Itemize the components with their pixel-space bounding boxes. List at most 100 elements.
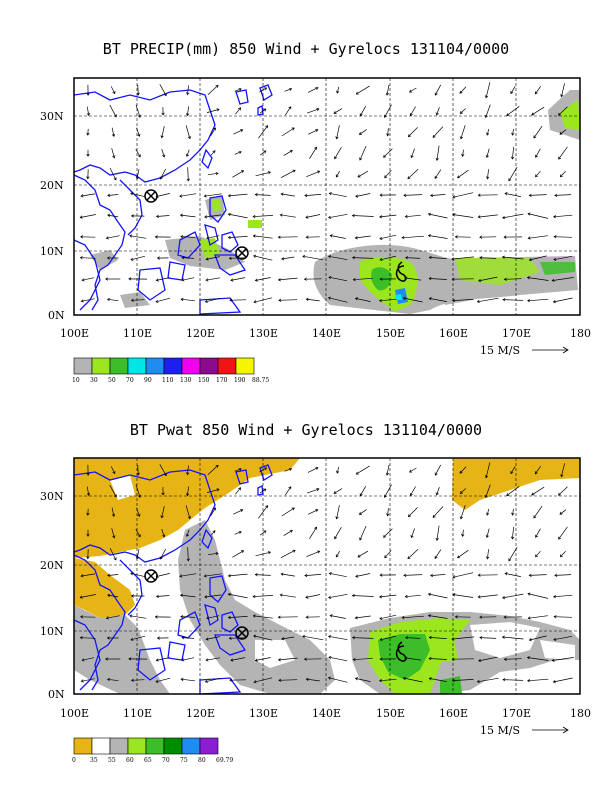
wind-arrow [403,677,423,683]
wind-arrowhead [291,127,295,131]
wind-arrow [411,528,415,538]
wind-arrowhead [163,473,167,477]
wind-arrowhead [327,676,332,680]
wind-arrowhead [302,634,306,639]
wind-arrowhead [327,296,332,300]
wind-arrow [259,150,267,156]
wind-arrowhead [238,487,242,491]
wind-arrow [335,550,341,558]
lon-label: 120E [186,327,215,340]
wind-arrow [181,678,195,682]
wind-arrowhead [379,657,383,661]
wind-arrow [233,509,243,515]
wind-arrow [535,528,541,538]
wind-arrow [429,678,447,682]
wind-arrowhead [129,614,133,618]
wind-arrowhead [155,299,159,303]
wind-arrow [328,213,348,219]
wind-arrowhead [527,592,531,596]
wind-arrowhead [289,467,293,471]
wind-arrow [234,468,242,472]
wind-arrowhead [215,464,219,468]
wind-arrow [110,466,116,474]
colorbar-swatch [199,737,219,755]
lat-label: 10N [40,245,64,258]
wind-arrowhead [327,635,332,639]
wind-arrowhead [305,297,309,301]
wind-arrowhead [527,212,531,216]
wind-arrow [307,467,319,473]
wind-arrow [233,129,243,135]
wind-arrow [309,527,317,539]
wind-arrow [477,677,499,683]
wind-arrow [111,127,115,137]
wind-arrowhead [238,530,242,534]
wind-arrow [552,657,574,661]
wind-arrow [280,214,296,218]
wind-arrowhead [278,678,282,682]
colorbar-label: 80 [198,757,206,764]
wind-arrowhead [554,193,558,198]
wind-arrow [462,529,464,537]
wind-arrow [281,127,295,137]
wind-arrowhead [535,554,538,558]
wind-arrowhead [215,171,219,176]
wind-arrow [512,526,514,540]
wind-arrowhead [279,593,283,597]
wind-arrowhead [267,171,272,175]
wind-arrow [451,256,475,260]
wind-arrowhead [459,111,463,114]
wind-arrowhead [212,530,216,534]
wind-arrowhead [379,257,383,262]
pwat-map-panel: 30N 20N 10N 0N 100E 110E 120E 130E 140E … [40,457,591,764]
wind-arrowhead [477,573,481,577]
wind-arrowhead [334,156,338,160]
colorbar-swatch [199,357,219,375]
wind-arrowhead [528,193,532,197]
wind-arrowhead [511,132,515,136]
wind-arrow [258,125,268,139]
wind-arrow [281,636,295,640]
colorbar-label: 70 [126,377,134,384]
wind-arrowhead [205,658,209,662]
wind-arrow [506,486,520,496]
wind-arrow [502,679,524,681]
wind-arrow [307,87,319,93]
wind-arrow [253,677,273,683]
wind-arrowhead [160,135,164,139]
wind-arrowhead [317,550,321,554]
wind-arrow [283,150,293,156]
wind-arrow [429,658,447,660]
wind-arrow [205,297,221,303]
wind-arrow [553,594,573,598]
wind-arrowhead [502,678,506,682]
pwat-colorbar: 0 35 55 60 65 70 75 80 69.79 [72,737,233,764]
colorbar-label: 50 [108,377,116,384]
wind-arrow [181,657,195,661]
wind-arrowhead [451,637,455,641]
wind-arrow [529,194,547,196]
lat-label: 30N [40,490,64,503]
wind-arrow [486,508,490,516]
wind-arrowhead [432,514,436,518]
wind-arrow [328,255,348,261]
wind-arrowhead [156,256,160,260]
wind-arrow [255,551,271,557]
wind-arrow [304,574,322,576]
wind-arrowhead [288,486,292,490]
colorbar-label: 90 [144,377,152,384]
wind-arrow [486,528,490,538]
wind-arrowhead [86,176,90,180]
wind-arrow [328,656,348,662]
wind-arrow [333,488,343,494]
wind-arrow [535,170,541,178]
wind-arrow [107,574,119,576]
colorbar-label: 60 [126,757,134,764]
wind-arrow [185,125,191,139]
wind-arrow [561,463,565,477]
wind-arrowhead [461,533,465,537]
wind-arrow [205,657,221,661]
wind-arrowhead [407,176,411,180]
wind-arrowhead [452,195,456,199]
